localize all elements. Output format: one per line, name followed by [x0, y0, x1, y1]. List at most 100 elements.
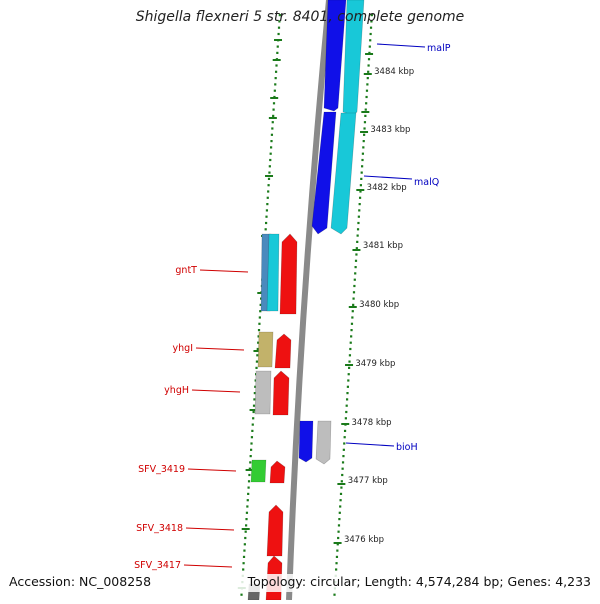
tick-dot [335, 562, 338, 565]
tick-dot [259, 297, 263, 300]
gene-malP [323, 0, 347, 112]
tick-dot [335, 568, 338, 571]
tick-dot [276, 51, 279, 54]
tick-dot [276, 45, 279, 48]
tick-dot [243, 543, 246, 546]
tick-dot [363, 121, 367, 124]
tick-dot [247, 492, 250, 495]
tick-dot [252, 410, 255, 414]
tick-dot [268, 171, 271, 174]
tick-dot [355, 253, 358, 256]
tick-dot [272, 108, 275, 111]
tick-dot [269, 152, 272, 155]
tick-dot [338, 518, 341, 521]
tick-dot [274, 70, 278, 73]
genome-backbone [286, 0, 332, 601]
tick-dot [244, 530, 247, 533]
tick-dot [358, 196, 362, 199]
tick-dot [346, 385, 350, 388]
scale-tick-label: 3483 kbp [370, 125, 410, 135]
tick-dot [351, 316, 354, 319]
tick-dot [369, 39, 372, 42]
tick-dot [264, 221, 268, 225]
tick-dot [274, 83, 277, 86]
tick-dot [345, 398, 349, 401]
tick-dot [361, 158, 364, 162]
gene-bioH [298, 420, 314, 463]
gene-yhgH [272, 370, 290, 416]
tick-dot [370, 14, 373, 17]
tick-dot [350, 329, 353, 332]
tick-dot [242, 562, 245, 565]
tick-dot [358, 209, 361, 212]
tick-dot [246, 505, 249, 508]
tick-dot [278, 20, 281, 23]
gene-label-bioH: bioH [396, 442, 418, 453]
tick-dot [257, 329, 261, 332]
tick-dot [350, 322, 354, 325]
scale-tick-label: 3482 kbp [367, 183, 407, 193]
tick-dot [252, 404, 256, 407]
tick-dot [340, 480, 343, 483]
gene-label-gntT: gntT [175, 265, 197, 276]
tick-dot [367, 70, 370, 73]
tick-dot [366, 77, 369, 80]
tick-dot [278, 14, 281, 17]
tick-dot [250, 442, 253, 445]
label-leader-SFV_3418 [185, 527, 235, 531]
tick-dot [367, 58, 371, 61]
tick-dot [277, 32, 280, 36]
tick-dot [336, 549, 339, 552]
label-leader-yhgI [195, 347, 245, 351]
scale-tick-label: 3481 kbp [363, 241, 403, 251]
tick-dot [247, 480, 251, 483]
scale-tick-label: 3484 kbp [374, 67, 414, 77]
tick-dot [254, 385, 257, 388]
tick-dot [359, 184, 362, 187]
tick-dot [358, 203, 361, 206]
tick-dot [364, 114, 367, 117]
gene-bioH-neighbor [315, 420, 332, 465]
tick-dot [270, 133, 274, 136]
gene-yhgH-partner [254, 370, 272, 415]
tick-dot [255, 366, 258, 369]
tick-dot [355, 247, 358, 250]
gene-gntT [279, 233, 298, 315]
tick-dot [369, 26, 373, 29]
tick-dot [274, 77, 277, 80]
tick-dot [333, 593, 336, 596]
tick-dot [352, 291, 356, 294]
tick-dot [336, 543, 339, 546]
tick-dot [354, 272, 357, 275]
tick-dot [348, 354, 352, 357]
tick-dot [245, 518, 248, 521]
label-leader-malP [376, 43, 426, 48]
tick-dot [277, 26, 281, 29]
tick-dot [255, 360, 259, 363]
tick-dot [364, 108, 367, 111]
tick-dot [259, 310, 262, 313]
tick-dot [269, 146, 273, 149]
label-leader-SFV_3419 [187, 468, 237, 472]
tick-dot [337, 536, 340, 540]
scale-tick-label: 3480 kbp [359, 300, 399, 310]
scale-tick-label: 3478 kbp [352, 418, 392, 428]
gene-SFV_3419 [269, 460, 286, 484]
tick-dot [244, 536, 247, 540]
tick-dot [365, 95, 368, 99]
tick-dot [337, 530, 340, 533]
label-leader-yhgH [191, 389, 241, 393]
tick-dot [347, 379, 350, 382]
tick-dot [247, 486, 250, 489]
map-title: Shigella flexneri 5 str. 8401, complete … [135, 9, 465, 25]
tick-dot [339, 505, 342, 508]
tick-dot [350, 335, 353, 338]
tick-dot [348, 360, 351, 363]
tick-dot [348, 366, 351, 369]
tick-dot [249, 455, 252, 458]
tick-dot [253, 398, 256, 401]
gene-label-malP: malP [427, 43, 451, 54]
tick-dot [352, 303, 355, 306]
tick-dot [342, 455, 345, 458]
gene-label-SFV_3417: SFV_3417 [134, 560, 181, 571]
